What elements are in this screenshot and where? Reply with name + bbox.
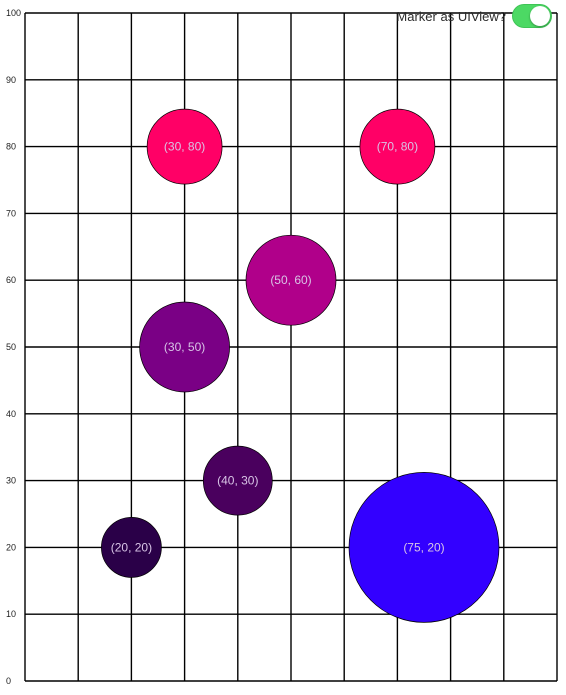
y-tick-label: 50 (6, 342, 16, 352)
bubble-data-label: (40, 30) (217, 474, 258, 488)
y-axis-tick-labels: 0 10 20 30 40 50 60 70 80 90 100 (6, 8, 21, 686)
y-tick-label: 0 (6, 676, 11, 686)
bubble-marker (348, 472, 500, 623)
bubble-point: (20, 20) (101, 517, 162, 578)
y-tick-label: 10 (6, 609, 16, 619)
bubble-point: (30, 50) (139, 301, 230, 393)
bubble-point: (70, 80) (359, 108, 436, 185)
y-tick-label: 90 (6, 75, 16, 85)
marker-toggle-label: Marker as UIView? (396, 8, 506, 24)
bubble-data-label: (30, 80) (164, 140, 205, 154)
y-tick-label: 30 (6, 476, 16, 486)
bubble-point: (30, 80) (146, 108, 223, 185)
bubble-marker (202, 445, 273, 516)
bubble-marker (359, 108, 436, 185)
y-tick-label: 60 (6, 275, 16, 285)
bubble-marker (146, 108, 223, 185)
bubble-marker (245, 234, 337, 326)
y-tick-label: 40 (6, 409, 16, 419)
bubble-data-label: (30, 50) (164, 340, 205, 354)
bubble-point: (75, 20) (348, 472, 500, 623)
bubble-data-label: (75, 20) (403, 540, 444, 554)
y-tick-label: 70 (6, 208, 16, 218)
bubble-data-label: (20, 20) (111, 540, 152, 554)
marker-toggle-control: Marker as UIView? (396, 4, 552, 28)
y-tick-label: 20 (6, 542, 16, 552)
bubble-point: (40, 30) (202, 445, 273, 516)
bubble-data-label: (70, 80) (377, 140, 418, 154)
bubble-data-label: (50, 60) (270, 273, 311, 287)
y-tick-label: 100 (6, 8, 21, 18)
y-tick-label: 80 (6, 142, 16, 152)
bubble-marker (139, 301, 230, 393)
marker-toggle-switch[interactable] (512, 4, 552, 28)
chart-bubbles: (20, 20) (40, 30) (30, 50) (50, 60) (30, 80)… (101, 108, 500, 623)
toggle-knob (530, 6, 550, 26)
bubble-marker (101, 517, 162, 578)
bubble-point: (50, 60) (245, 234, 337, 326)
